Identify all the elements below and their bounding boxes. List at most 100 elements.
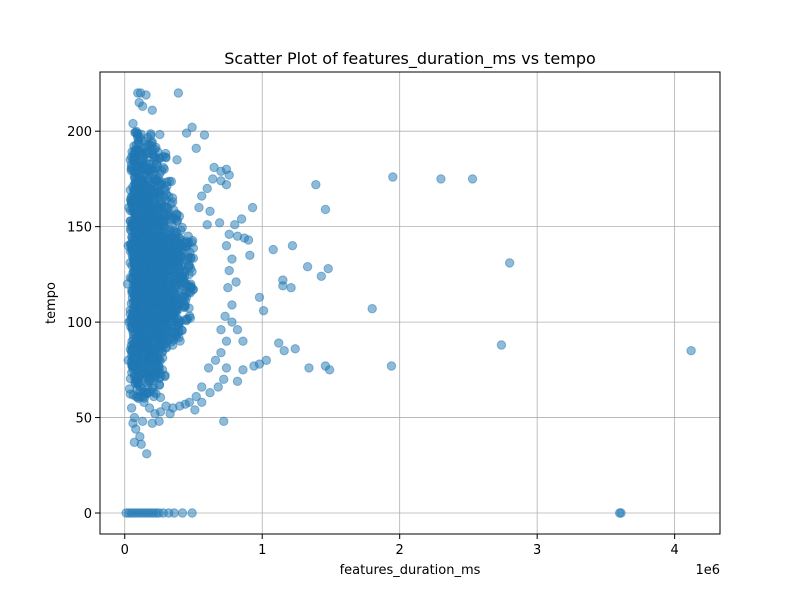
data-point-11	[323, 263, 333, 274]
data-point-103	[238, 336, 248, 346]
data-point-137	[165, 409, 175, 419]
cloud-point-2095	[155, 305, 165, 315]
cloud-point-402	[145, 387, 155, 397]
dense-point-cloud	[125, 126, 199, 403]
cloud-point-817	[142, 163, 153, 174]
y-tick-label-0: 0	[84, 507, 92, 522]
data-point-105	[216, 347, 226, 358]
cloud-point-2097	[146, 265, 156, 276]
data-point-29	[324, 365, 335, 375]
cloud-point-834	[132, 164, 143, 174]
cloud-point-2073	[144, 276, 154, 287]
data-point-112	[197, 382, 207, 392]
data-point-14	[316, 271, 327, 281]
cloud-point-2090	[143, 255, 154, 265]
data-point-81	[202, 183, 212, 194]
cloud-point-1678	[151, 224, 162, 234]
data-point-82	[197, 191, 207, 201]
data-point-8	[268, 244, 278, 255]
cloud-point-2085	[143, 287, 153, 297]
data-point-133	[126, 403, 137, 413]
data-point-5	[247, 202, 258, 213]
cloud-point-2077	[152, 234, 162, 245]
data-point-77	[224, 170, 234, 180]
data-point-134	[129, 412, 140, 423]
cloud-point-2091	[136, 302, 147, 312]
cloud-point-1647	[139, 208, 149, 219]
cloud-point-399	[132, 129, 143, 139]
data-point-79	[216, 176, 226, 186]
cloud-point-2089	[178, 296, 188, 307]
cloud-point-400	[155, 129, 165, 140]
data-point-69	[187, 122, 197, 133]
data-point-70	[199, 130, 210, 140]
cloud-point-2064	[170, 301, 181, 311]
data-point-136	[154, 416, 164, 427]
cloud-point-1612	[143, 326, 153, 336]
cloud-point-2082	[174, 263, 185, 274]
data-point-132	[124, 384, 135, 394]
cloud-point-1254	[130, 351, 141, 362]
y-tick-label-2: 100	[67, 316, 92, 331]
data-point-106	[210, 355, 221, 365]
chart-title: Scatter Plot of features_duration_ms vs …	[224, 49, 596, 69]
data-point-20	[686, 346, 696, 356]
grid	[100, 72, 720, 534]
cloud-point-2088	[182, 238, 193, 248]
cloud-point-807	[154, 154, 165, 164]
x-tick-label-2: 2	[396, 543, 404, 558]
data-point-104	[221, 336, 232, 346]
data-point-120	[161, 401, 171, 411]
cloud-point-1225	[162, 181, 172, 191]
data-point-31	[238, 365, 248, 375]
cloud-point-372	[146, 130, 156, 141]
data-point-116	[190, 405, 200, 415]
cloud-point-1257	[157, 347, 167, 358]
data-points	[121, 88, 696, 518]
data-point-86	[214, 218, 225, 228]
cloud-point-1212	[168, 197, 178, 207]
data-point-80	[208, 174, 218, 184]
y-tick-label-3: 150	[67, 221, 92, 236]
cloud-point-2099	[167, 316, 177, 327]
y-axis-label: tempo	[44, 282, 59, 324]
cloud-point-2008	[162, 266, 173, 276]
data-point-18	[367, 304, 377, 314]
data-point-72	[181, 128, 192, 138]
data-point-114	[197, 397, 207, 407]
x-axis-offset-label: 1e6	[695, 563, 720, 578]
cloud-point-2084	[162, 256, 173, 266]
data-point-122	[150, 409, 160, 419]
data-point-60	[121, 508, 131, 518]
cloud-point-2060	[184, 282, 194, 293]
data-point-19	[496, 340, 507, 350]
data-point-92	[243, 235, 254, 245]
data-point-3	[311, 179, 321, 190]
y-axis: 0 50 100 150 200	[67, 125, 100, 522]
data-point-64	[141, 90, 151, 100]
cloud-point-2098	[158, 289, 169, 300]
cloud-point-1627	[149, 336, 159, 346]
data-point-1	[436, 174, 446, 184]
data-point-68	[128, 118, 138, 129]
cloud-point-1597	[177, 325, 187, 335]
cloud-point-1987	[182, 314, 193, 324]
data-point-111	[205, 388, 215, 398]
data-point-89	[221, 241, 232, 251]
data-point-127	[124, 202, 134, 213]
data-point-96	[231, 277, 241, 287]
data-point-6	[236, 214, 247, 224]
x-tick-label-4: 4	[670, 543, 678, 558]
data-point-10	[302, 262, 313, 272]
data-point-44	[177, 508, 188, 518]
y-tick-label-1: 50	[75, 412, 92, 427]
data-point-110	[213, 382, 223, 392]
data-point-98	[227, 300, 237, 310]
cloud-point-1658	[133, 226, 144, 236]
data-point-4	[320, 204, 331, 215]
cloud-point-1628	[137, 331, 147, 342]
cloud-point-1657	[150, 214, 160, 225]
cloud-point-1182	[148, 193, 158, 204]
data-point-23	[290, 344, 300, 354]
